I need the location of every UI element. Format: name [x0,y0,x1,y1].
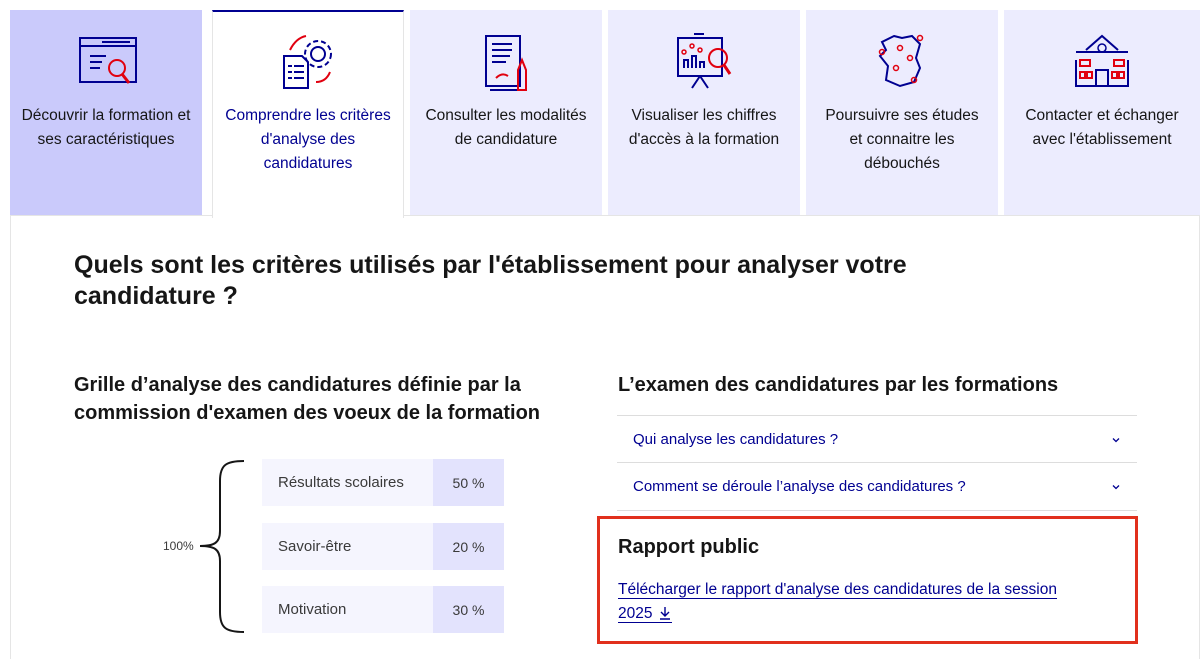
school-building-icon [1075,34,1129,87]
tab-label: Comprendre les critères d'analyse des ca… [225,107,391,172]
divider [617,510,1137,511]
tab-comprendre-criteres[interactable]: Comprendre les critères d'analyse des ca… [212,10,404,218]
gear-document-icon [283,35,332,89]
report-title: Rapport public [618,536,760,558]
tab-consulter-modalites[interactable]: Consulter les modalités de candidature [410,10,602,216]
link-line-2: 2025 [618,605,673,623]
criterion-row: Motivation 30 % [262,586,504,633]
criterion-name: Résultats scolaires [262,459,433,506]
chart-board-search-icon [677,33,732,89]
tab-label: Poursuivre ses études et connaitre les d… [825,107,979,172]
tab-label: Visualiser les chiffres d'accès à la for… [628,107,780,148]
tab-bar: Découvrir la formation et ses caractéris… [10,10,1200,218]
link-year: 2025 [618,605,653,622]
document-pen-icon [485,35,527,91]
tab-label: Découvrir la formation et ses caractéris… [21,107,191,148]
exam-title: L’examen des candidatures par les format… [618,374,1059,396]
link-line-1: Télécharger le rapport d'analyse des can… [618,581,1057,599]
criterion-row: Savoir-être 20 % [262,523,504,570]
brace-icon [199,460,245,633]
accordion-question: Comment se déroule l’analyse des candida… [633,478,966,495]
chevron-down-icon [1112,437,1120,442]
criterion-percent: 20 % [433,523,504,570]
criterion-row: Résultats scolaires 50 % [262,459,504,506]
accordion-qui-analyse[interactable]: Qui analyse les candidatures ? [617,415,1137,463]
download-icon [660,607,671,620]
accordion-comment-deroule[interactable]: Comment se déroule l’analyse des candida… [617,462,1137,510]
tab-label: Contacter et échanger avec l'établisseme… [1025,107,1179,148]
download-report-link[interactable]: Télécharger le rapport d'analyse des can… [618,578,1118,626]
france-map-pins-icon [878,34,924,88]
tab-visualiser-chiffres[interactable]: Visualiser les chiffres d'accès à la for… [608,10,800,216]
criterion-percent: 50 % [433,459,504,506]
browser-search-icon [79,37,137,84]
tab-label: Consulter les modalités de candidature [425,107,587,148]
highlight-box [597,516,1138,644]
page-title: Quels sont les critères utilisés par l'é… [74,251,907,310]
tab-contacter-etablissement[interactable]: Contacter et échanger avec l'établisseme… [1004,10,1200,216]
accordion-question: Qui analyse les candidatures ? [633,431,839,448]
tab-panel [10,215,1200,659]
grid-title: Grille d’analyse des candidatures défini… [74,374,541,424]
tab-poursuivre-etudes[interactable]: Poursuivre ses études et connaitre les d… [806,10,998,216]
criterion-percent: 30 % [433,586,504,633]
criterion-name: Motivation [262,586,433,633]
tab-decouvrir-formation[interactable]: Découvrir la formation et ses caractéris… [10,10,202,216]
chevron-down-icon [1112,484,1120,489]
total-percent: 100% [163,539,194,553]
criterion-name: Savoir-être [262,523,433,570]
